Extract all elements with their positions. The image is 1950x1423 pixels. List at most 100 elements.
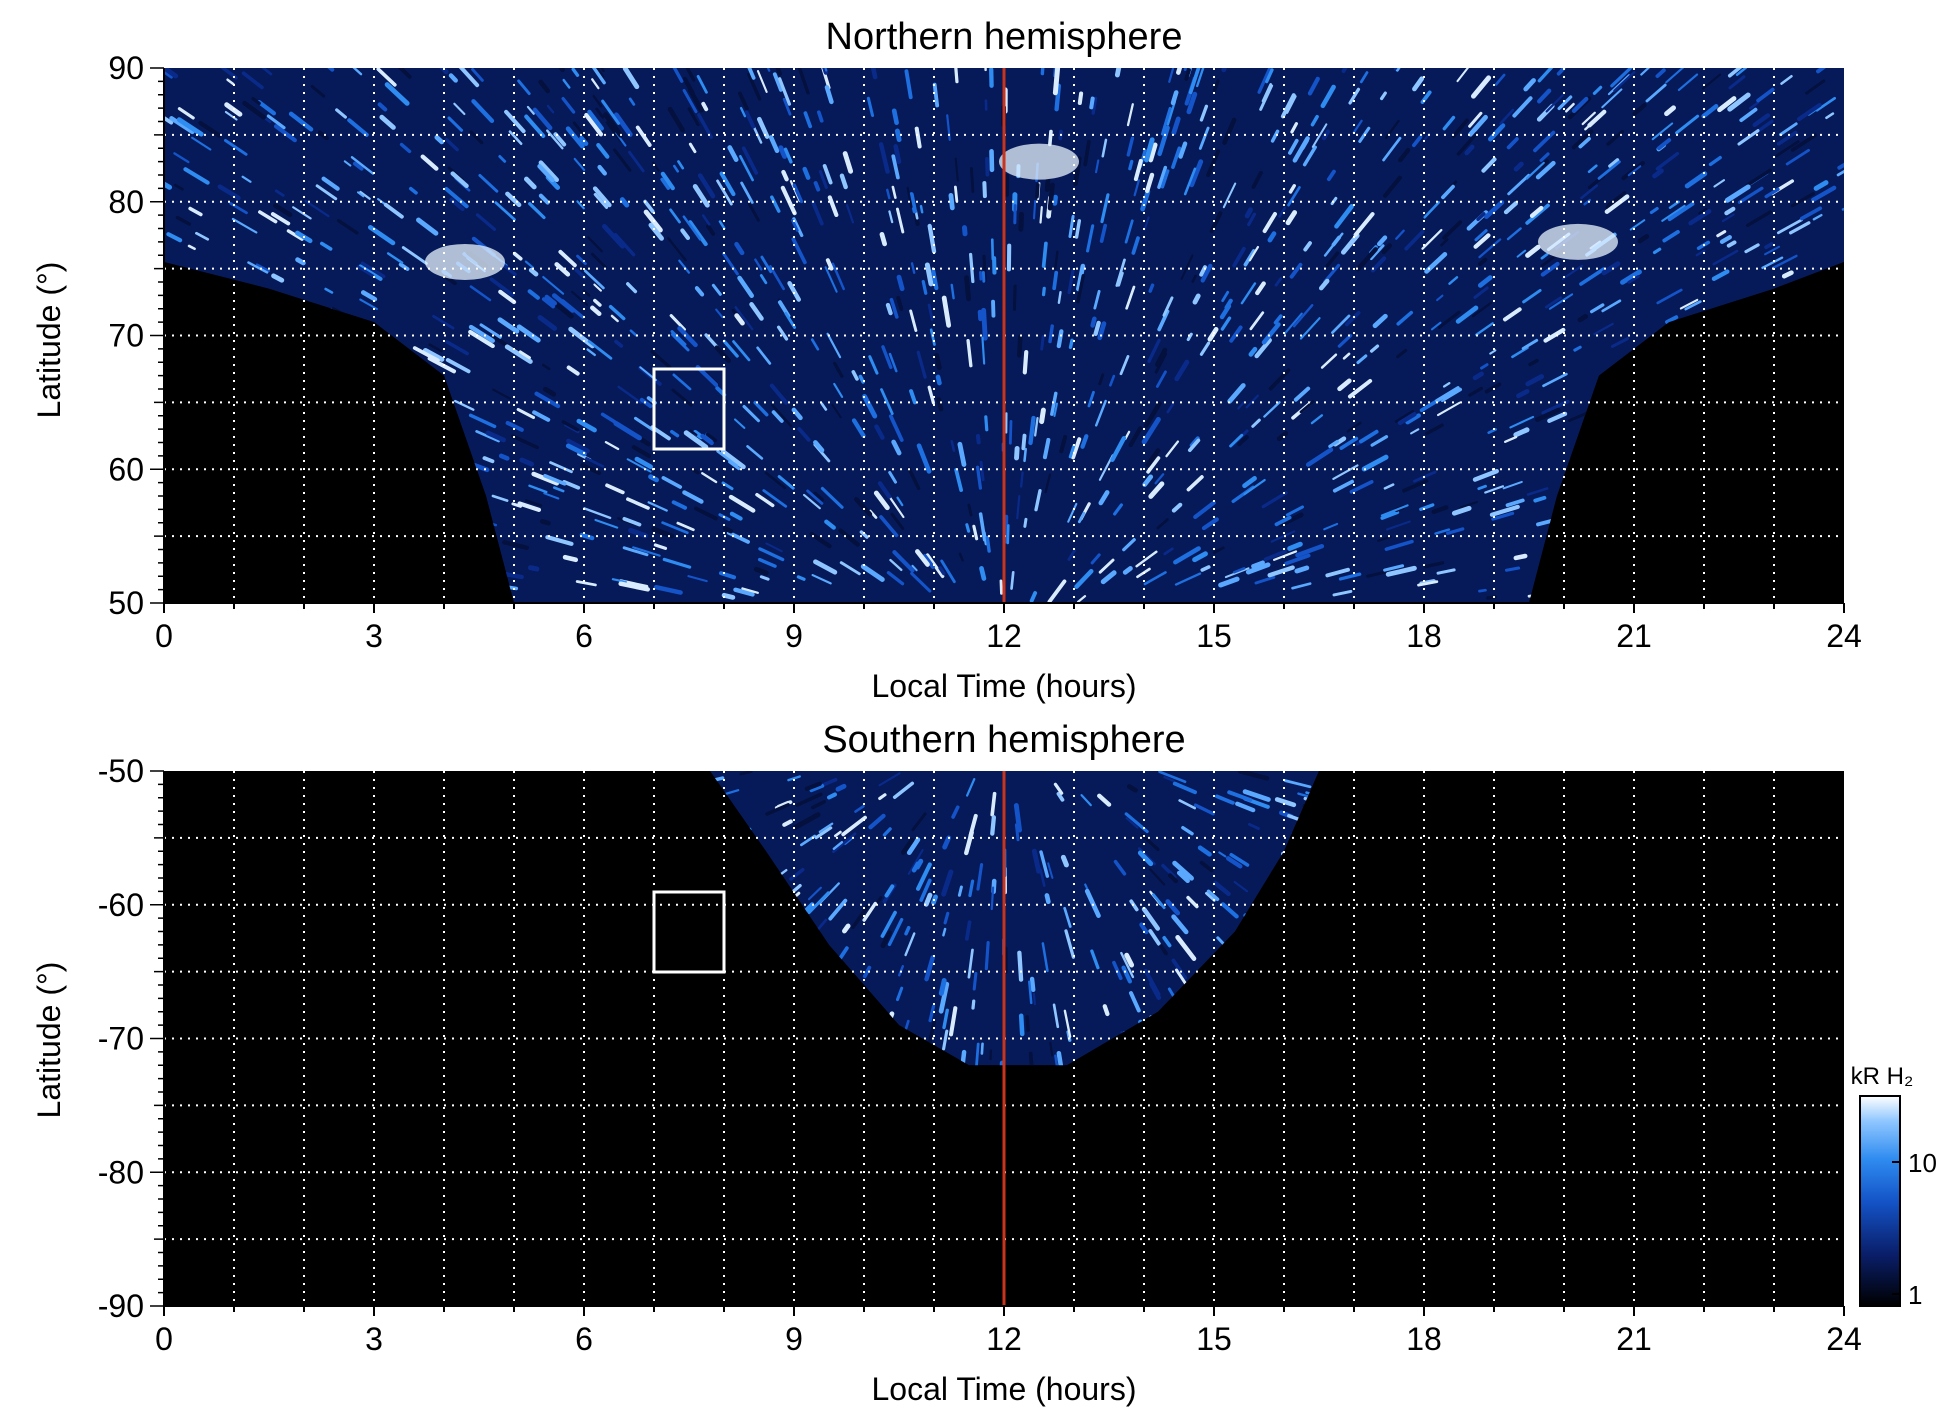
emission-streak xyxy=(1711,269,1730,281)
emission-streak xyxy=(255,263,271,273)
emission-streak xyxy=(579,532,595,541)
x-tick-label: 24 xyxy=(1826,618,1862,654)
emission-streak xyxy=(891,108,899,126)
emission-streak xyxy=(1539,152,1550,162)
southern-hemisphere-panel: Southern hemisphere 0 3 6 9 12 15 18 21 24 -90 -80… xyxy=(31,719,1862,1407)
southern-ylabel: Latitude (°) xyxy=(31,962,67,1119)
emission-streak xyxy=(379,114,396,130)
emission-streak xyxy=(1445,527,1465,535)
emission-streak xyxy=(1220,316,1232,331)
x-tick-label: 9 xyxy=(785,1321,803,1357)
emission-streak xyxy=(1746,210,1773,227)
emission-streak xyxy=(242,100,266,120)
emission-streak xyxy=(580,463,602,475)
emission-streak xyxy=(971,999,976,1010)
emission-streak xyxy=(976,862,984,891)
emission-streak xyxy=(1098,373,1105,386)
emission-streak xyxy=(909,309,918,332)
colorbar-tick-label-1: 1 xyxy=(1908,1280,1922,1310)
emission-streak xyxy=(795,792,823,807)
emission-streak xyxy=(1451,505,1472,516)
emission-streak xyxy=(1176,870,1190,884)
emission-streak xyxy=(517,79,531,96)
emission-streak xyxy=(669,314,686,331)
emission-streak xyxy=(831,403,842,419)
emission-streak xyxy=(1545,296,1562,309)
emission-streak xyxy=(164,105,174,125)
emission-streak xyxy=(771,410,784,423)
emission-streak xyxy=(972,524,979,541)
emission-streak xyxy=(1369,344,1380,353)
emission-streak xyxy=(409,186,418,195)
emission-streak xyxy=(1040,334,1045,351)
emission-streak xyxy=(904,1019,910,1031)
emission-streak xyxy=(1478,257,1488,266)
emission-streak xyxy=(688,142,697,154)
emission-streak xyxy=(1323,232,1344,257)
emission-streak xyxy=(1325,251,1340,268)
emission-streak xyxy=(1604,194,1630,214)
emission-streak xyxy=(1259,84,1274,111)
emission-streak xyxy=(734,306,754,331)
emission-streak xyxy=(687,575,708,583)
emission-streak xyxy=(833,361,844,378)
emission-streak xyxy=(888,414,904,442)
emission-streak xyxy=(941,869,954,897)
emission-streak xyxy=(1332,464,1359,480)
emission-streak xyxy=(498,453,510,461)
emission-streak xyxy=(677,160,685,170)
emission-streak xyxy=(886,571,905,586)
emission-streak xyxy=(661,476,683,489)
emission-streak xyxy=(1090,316,1097,328)
emission-streak xyxy=(526,105,535,115)
emission-streak xyxy=(660,177,670,190)
emission-streak xyxy=(911,564,918,572)
emission-streak xyxy=(813,440,825,453)
emission-streak xyxy=(886,188,891,200)
emission-streak xyxy=(1568,411,1590,423)
emission-streak xyxy=(1632,102,1647,116)
emission-streak xyxy=(583,289,591,297)
emission-streak xyxy=(164,175,173,190)
emission-streak xyxy=(568,326,595,349)
emission-streak xyxy=(447,116,464,132)
emission-streak xyxy=(957,441,967,467)
emission-streak xyxy=(1101,138,1108,158)
emission-streak xyxy=(1145,448,1161,468)
emission-streak xyxy=(859,530,869,539)
emission-streak xyxy=(811,201,824,226)
emission-streak xyxy=(1192,293,1201,305)
emission-streak xyxy=(756,346,772,365)
emission-streak xyxy=(1010,571,1015,590)
emission-streak xyxy=(718,220,726,230)
emission-streak xyxy=(453,102,466,116)
emission-streak xyxy=(1122,538,1136,552)
emission-streak xyxy=(1023,517,1028,528)
emission-streak xyxy=(454,399,475,411)
emission-streak xyxy=(1525,161,1545,180)
emission-streak xyxy=(1649,206,1659,215)
emission-streak xyxy=(1356,354,1368,365)
emission-streak xyxy=(1274,277,1283,287)
emission-streak xyxy=(1090,553,1101,565)
emission-streak xyxy=(586,348,596,357)
emission-streak xyxy=(1755,119,1774,134)
emission-streak xyxy=(1459,501,1478,509)
emission-streak xyxy=(317,130,329,141)
emission-streak xyxy=(739,106,747,118)
emission-streak xyxy=(1410,428,1420,435)
emission-streak xyxy=(862,901,877,922)
emission-streak xyxy=(889,558,903,572)
emission-streak xyxy=(851,418,866,438)
emission-streak xyxy=(885,302,893,316)
emission-streak xyxy=(270,212,291,226)
emission-streak xyxy=(273,124,297,143)
emission-streak xyxy=(1436,401,1461,417)
emission-streak xyxy=(802,493,821,510)
emission-streak xyxy=(661,521,689,535)
emission-streak xyxy=(412,346,440,363)
emission-streak xyxy=(943,911,950,925)
emission-streak xyxy=(320,241,333,251)
x-tick-label: 15 xyxy=(1196,618,1232,654)
emission-streak xyxy=(816,110,824,123)
